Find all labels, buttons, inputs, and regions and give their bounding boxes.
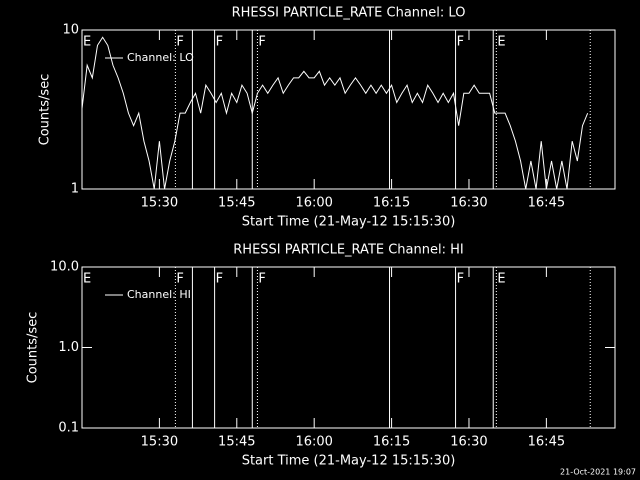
x-tick-label: 15:45 bbox=[218, 196, 255, 211]
legend-label: Channel: HI bbox=[127, 288, 191, 301]
x-axis-label: Start Time (21-May-12 15:15:30) bbox=[242, 215, 456, 230]
event-flag: F bbox=[258, 35, 265, 50]
event-flag: F bbox=[457, 272, 464, 287]
x-tick-label: 15:45 bbox=[218, 435, 255, 450]
y-tick-label: 0.1 bbox=[58, 421, 79, 436]
y-tick-label: 1.0 bbox=[58, 340, 79, 355]
event-flag: F bbox=[457, 35, 464, 50]
event-flag: F bbox=[216, 272, 223, 287]
event-flag: E bbox=[83, 272, 91, 287]
x-tick-label: 16:00 bbox=[295, 196, 332, 211]
x-tick-label: 15:30 bbox=[141, 196, 178, 211]
event-flag: F bbox=[216, 35, 223, 50]
event-flag: F bbox=[258, 272, 265, 287]
y-tick-label: 10.0 bbox=[50, 260, 79, 275]
y-axis-label: Counts/sec bbox=[38, 74, 53, 146]
chart-title: RHESSI PARTICLE_RATE Channel: LO bbox=[232, 6, 466, 21]
x-tick-label: 16:00 bbox=[295, 435, 332, 450]
x-tick-label: 16:15 bbox=[373, 435, 410, 450]
y-tick-label: 10 bbox=[62, 23, 79, 38]
x-tick-label: 16:30 bbox=[450, 435, 487, 450]
event-flag: E bbox=[497, 35, 505, 50]
event-flag: E bbox=[83, 35, 91, 50]
x-axis-label: Start Time (21-May-12 15:15:30) bbox=[242, 454, 456, 469]
x-tick-label: 16:45 bbox=[528, 435, 565, 450]
x-tick-label: 16:45 bbox=[528, 196, 565, 211]
x-tick-label: 16:15 bbox=[373, 196, 410, 211]
y-tick-label: 1 bbox=[71, 182, 79, 197]
chart-title: RHESSI PARTICLE_RATE Channel: HI bbox=[233, 243, 463, 258]
x-tick-label: 16:30 bbox=[450, 196, 487, 211]
timestamp: 21-Oct-2021 19:07 bbox=[560, 468, 636, 477]
event-flag: F bbox=[176, 272, 183, 287]
event-flag: E bbox=[497, 272, 505, 287]
legend-label: Channel: LO bbox=[127, 51, 194, 64]
y-axis-label: Counts/sec bbox=[26, 312, 41, 384]
plot-frame bbox=[81, 29, 616, 190]
event-flag: F bbox=[176, 35, 183, 50]
data-line bbox=[81, 36, 589, 190]
x-tick-label: 15:30 bbox=[141, 435, 178, 450]
